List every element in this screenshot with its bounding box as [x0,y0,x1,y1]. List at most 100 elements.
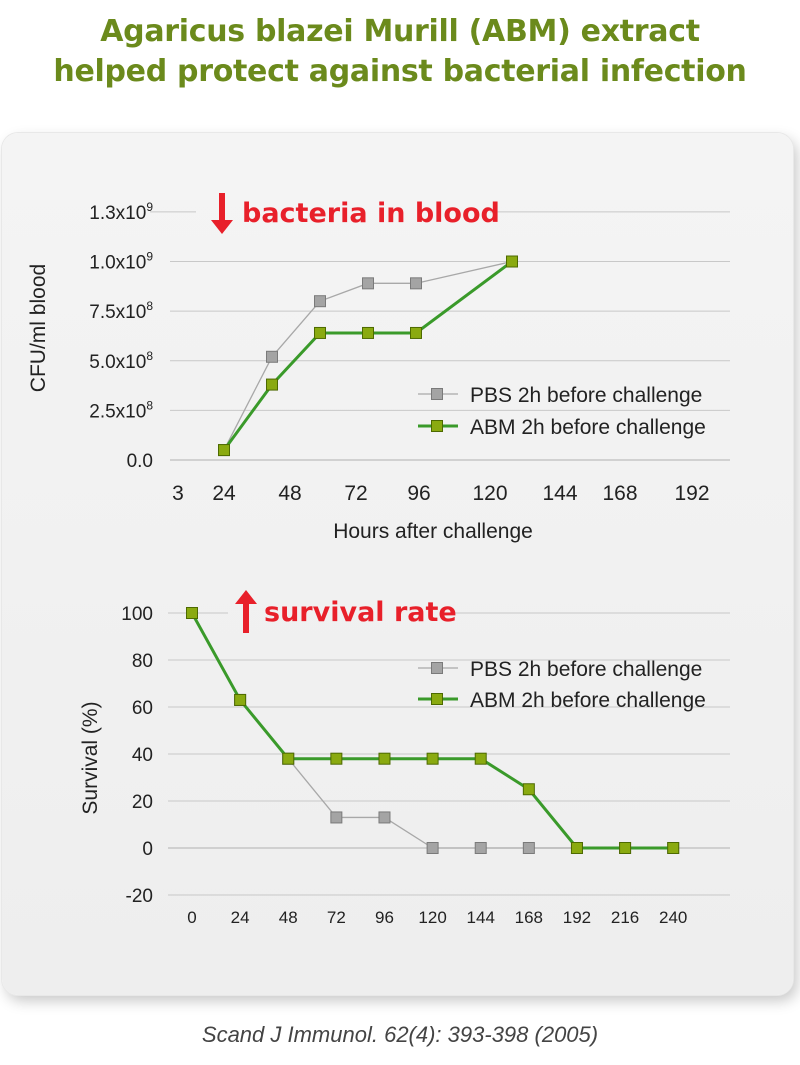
arrow-shaft [243,602,249,633]
y-tick-label: 80 [132,651,153,672]
page-title: Agaricus blazei Murill (ABM) extract hel… [0,12,800,92]
chart-card [2,133,793,995]
x-tick-label: 48 [278,482,301,505]
y-tick-base: 0.0 [127,451,153,472]
x-axis-label: Hours after challenge [333,520,533,543]
y-tick-base: 2.5x10 [89,401,146,422]
data-point-pbs [522,842,535,854]
y-tick-exponent: 8 [146,398,153,412]
arrow-head [235,590,257,604]
legend-marker [431,388,443,400]
title-line-1: Agaricus blazei Murill (ABM) extract [100,14,700,49]
annotation-label: bacteria in blood [242,198,500,229]
arrow-shaft [219,193,225,222]
y-axis-label: Survival (%) [79,701,102,814]
data-point-pbs [410,277,422,290]
data-point-abm [234,693,247,706]
x-tick-label: 120 [472,482,507,505]
data-point-abm [330,752,343,765]
y-tick-exponent: 9 [146,250,153,264]
x-tick-label: 168 [602,482,637,505]
x-tick-label: 240 [659,908,687,927]
legend: PBS 2h before challenge ABM 2h before cha… [418,658,706,712]
y-tick-label: 100 [121,604,153,625]
annotation-label: survival rate [264,597,457,628]
data-point-pbs [426,842,439,854]
citation: Scand J Immunol. 62(4): 393-398 (2005) [201,1022,599,1047]
y-tick-label: 1.3x109 [89,200,153,224]
x-tick-label: 192 [563,908,591,927]
arrow-head [211,220,233,234]
x-tick-label: 48 [279,908,298,927]
series-abm [186,607,680,854]
x-tick-label: 96 [407,482,430,505]
data-point-pbs [266,350,278,363]
x-tick-label: 72 [327,908,346,927]
y-tick-base: 1.0x10 [89,253,146,274]
x-tick-label: 24 [212,482,236,505]
y-tick-label: 7.5x108 [89,299,153,323]
series-line-abm [222,260,513,451]
y-tick-label: 1.0x109 [89,250,153,274]
y-tick-label: 40 [132,745,153,766]
legend-label: PBS 2h before challenge [470,384,702,407]
legend-label: ABM 2h before challenge [470,416,706,439]
title-line-2: helped protect against bacterial infecti… [53,54,747,89]
series-line-pbs [223,260,513,451]
data-point-abm [282,752,295,765]
data-point-abm [266,378,278,391]
x-tick-label: 96 [375,908,394,927]
data-point-pbs [474,842,487,854]
x-tick-label: 192 [674,482,709,505]
y-tick-exponent: 9 [146,200,153,214]
data-point-abm [186,607,198,619]
x-tick-label: 216 [611,908,639,927]
legend-label: PBS 2h before challenge [470,658,702,681]
data-point-pbs [378,811,391,824]
data-point-abm [619,842,632,854]
data-point-abm [362,326,374,339]
y-tick-exponent: 8 [146,299,153,313]
x-tick-label: 168 [515,908,543,927]
data-point-abm [410,326,422,339]
data-point-abm [218,444,230,457]
x-tick-label: 72 [344,482,367,505]
legend-marker [431,662,443,674]
y-tick-label: -20 [126,886,153,907]
data-point-abm [474,752,487,765]
legend-marker [431,693,443,705]
data-point-pbs [330,811,343,824]
y-tick-label: 20 [132,792,153,813]
y-tick-base: 7.5x10 [89,302,146,323]
series-line-abm [190,612,674,850]
x-tick-label: 120 [418,908,446,927]
y-tick-base: 5.0x10 [89,352,146,373]
survival-chart: -20 0 20 40 60 80 100 0 24 48 72 96 120 144 168 192 216 2… [79,597,730,927]
series-abm [218,255,518,457]
x-tick-label: 3 [172,482,184,505]
x-tick-label: 144 [467,908,495,927]
data-point-abm [570,842,583,854]
data-point-abm [667,842,680,854]
chart-card-background [2,133,793,995]
y-axis-label: CFU/ml blood [27,264,50,392]
y-tick-label: 2.5x108 [89,398,153,422]
y-tick-label: 5.0x108 [89,349,153,373]
y-tick-base: 1.3x10 [89,203,146,224]
data-point-pbs [362,277,374,290]
x-tick-label: 24 [231,908,250,927]
data-point-pbs [314,295,326,308]
x-tick-label: 0 [187,908,196,927]
legend-marker [431,420,443,432]
series-pbs [186,607,680,854]
x-tick-label: 144 [542,482,577,505]
data-point-abm [522,783,535,796]
legend: PBS 2h before challenge ABM 2h before cha… [418,384,706,439]
data-point-abm [426,752,439,765]
legend-label: ABM 2h before challenge [470,689,706,712]
data-point-abm [378,752,391,765]
y-tick-label: 60 [132,698,153,719]
